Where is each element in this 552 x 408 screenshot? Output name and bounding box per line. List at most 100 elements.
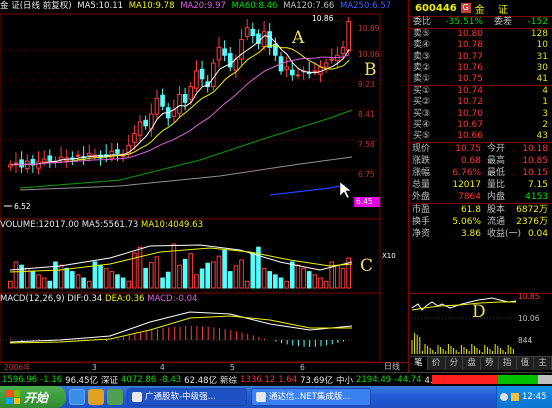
date-mark-6: 6 [300,363,305,372]
volume-bar [81,277,86,289]
candle-body [216,46,222,61]
volume-bar [318,277,323,289]
stat-cell: 外盘 [412,192,431,203]
volume-bar [92,261,98,289]
ma-legend: 金 证(日线 前复权) MA5:10.11 MA10:9.78 MA20:9.9… [0,0,408,13]
date-mark-5: 5 [230,363,235,372]
candle-body [261,31,267,48]
order-label: 卖③ [413,51,431,62]
mini-tab[interactable]: 笔 [410,357,428,370]
mini-tab[interactable]: 盘 [463,357,481,370]
mini-tab[interactable]: 价 [428,357,446,370]
candle-body [171,109,177,117]
volume-bar [36,274,41,289]
date-mark-3: 3 [92,363,97,372]
candle-body [115,149,120,154]
mini-tab[interactable]: 主 [534,357,552,370]
order-row: 买③ 10.70 3 [409,109,552,120]
mini-axis-mid: 10.06 [518,314,540,323]
stat-cell: 现价 [412,144,431,155]
sz-label: 深证 [101,375,119,386]
volume-bar [188,253,194,289]
ie-icon[interactable] [69,389,85,405]
stat-cell: 4153 [525,192,548,203]
vol-axis-label: X10 [382,252,396,260]
app-icon[interactable] [107,389,123,405]
order-volume: 43 [536,130,548,141]
task-button-2[interactable]: 通达信..NET集成版... [251,388,371,406]
volume-bar [58,264,64,289]
order-spacer [483,40,527,51]
volume-bar [64,267,70,289]
order-price: 10.70 [457,108,483,119]
stat-cell: 6872万 [516,205,548,216]
volume-bar [323,280,329,289]
candle-body [312,70,318,73]
volume-bar [261,267,267,289]
stat-cell: 2376万 [516,217,548,228]
order-label: 买⑤ [413,130,431,141]
stat-cell: 61.8 [460,205,481,216]
breadth-bar-up [432,375,498,384]
volume-bar [306,271,312,289]
volume-legend: VOLUME:12017.00 MA5:5561.73 MA10:4049.63 [0,220,203,230]
candle-body [323,62,329,68]
candle-body [160,94,165,107]
mini-tab[interactable]: 指 [499,357,517,370]
breadth-bar-flat [538,375,552,384]
stat-cell: 总量 [412,180,431,191]
stock-name: 金 证 [474,4,513,16]
annotation-b: B [364,60,377,80]
candle-body [188,86,194,100]
order-volume: 30 [536,62,548,73]
volume-bar [47,280,53,289]
mini-tab[interactable]: 分 [446,357,464,370]
order-volume: 10 [536,40,548,51]
network-icon[interactable] [500,393,508,401]
candle-body [256,33,261,44]
task-button-1[interactable]: 广通股软-中级强... [127,388,247,406]
stat-cell: 换手 [412,217,431,228]
macd-dea: DEA:0.36 [105,294,145,304]
candle-body [154,97,160,115]
order-price: 10.74 [457,86,483,97]
taskbar: 开始 广通股软-中级强... 通达信..NET集成版... 12:45 [0,386,552,408]
folder-icon[interactable] [88,389,104,405]
system-tray: 12:45 [496,386,552,408]
candle-body [86,152,92,157]
volume-bar [137,246,143,289]
order-spacer [483,86,527,97]
order-row: 买⑤ 10.66 43 [409,131,552,142]
sz-amount: 62.48亿 [184,375,218,386]
ma10-label: MA10:9.78 [128,1,175,11]
period-label[interactable]: 日线 [384,362,400,371]
mini-axis-high: 10.85 [518,292,540,301]
candle-body [137,121,143,136]
zx-amount: 73.69亿 [300,375,333,386]
mini-tab[interactable]: 势 [481,357,499,370]
order-row: 卖② 10.76 30 [409,63,552,74]
volume-icon[interactable] [511,393,519,401]
candle-body [273,43,278,56]
order-row: 卖④ 10.78 10 [409,40,552,51]
volume-bar [120,277,126,289]
price-tick: 9.23 [358,80,375,89]
volume-bar [115,274,120,289]
date-axis: 2006年 3 4 5 6 [0,362,408,372]
volume-bar [222,249,227,289]
mini-tab[interactable]: 值 [517,357,535,370]
dif-line [9,311,353,343]
stat-cell: 10.15 [522,168,548,179]
ma20-label: MA20:9.97 [180,1,226,11]
volume-bar [256,246,261,289]
vol-ma5: MA5:5561.73 [81,220,139,230]
volume-bar [177,264,182,289]
annotation-c: C [360,256,374,276]
order-row: 卖① 10.75 41 [409,74,552,85]
window-icon [256,392,266,402]
sz-index: 4072.86 [121,374,157,385]
mini-tick-chart[interactable]: 10.85 10.06 844 D [410,292,552,356]
quote-stats: 现价 10.75 今开 10.18 涨跌 0.68 最高 10.85 涨幅 6.76% 最低 10.1… [409,143,552,203]
start-button[interactable]: 开始 [0,386,66,408]
kline-chart[interactable]: 金 证(日线 前复权) MA5:10.11 MA10:9.78 MA20:9.9… [0,0,408,372]
